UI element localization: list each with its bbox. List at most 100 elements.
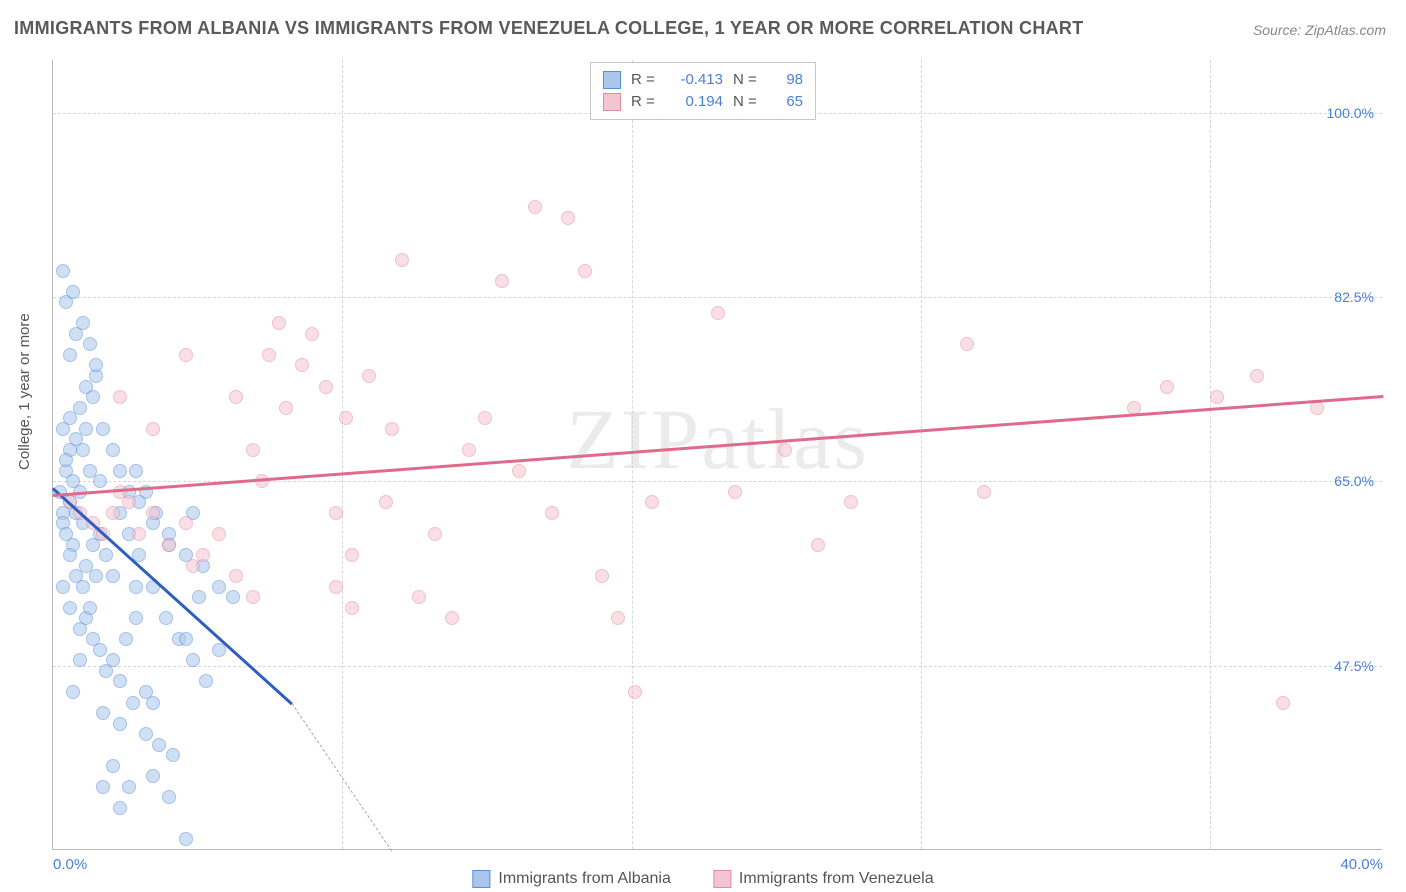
scatter-point-albania [119, 632, 133, 646]
scatter-point-venezuela [628, 685, 642, 699]
scatter-point-venezuela [844, 495, 858, 509]
scatter-point-venezuela [545, 506, 559, 520]
scatter-point-venezuela [329, 580, 343, 594]
scatter-point-albania [86, 390, 100, 404]
legend-item-venezuela: Immigrants from Venezuela [713, 870, 934, 888]
scatter-point-venezuela [246, 590, 260, 604]
legend-stat-row-venezuela: R =0.194N =65 [603, 91, 803, 113]
scatter-point-albania [179, 832, 193, 846]
scatter-point-albania [56, 580, 70, 594]
scatter-point-albania [212, 580, 226, 594]
scatter-point-venezuela [146, 422, 160, 436]
scatter-point-venezuela [977, 485, 991, 499]
scatter-point-albania [59, 453, 73, 467]
scatter-point-venezuela [345, 548, 359, 562]
legend-label: Immigrants from Venezuela [739, 870, 934, 888]
scatter-point-albania [76, 443, 90, 457]
scatter-point-venezuela [122, 495, 136, 509]
scatter-point-albania [63, 601, 77, 615]
scatter-point-venezuela [811, 538, 825, 552]
scatter-point-venezuela [711, 306, 725, 320]
chart-source: Source: ZipAtlas.com [1253, 22, 1386, 38]
chart-title: IMMIGRANTS FROM ALBANIA VS IMMIGRANTS FR… [14, 18, 1084, 39]
scatter-point-venezuela [778, 443, 792, 457]
scatter-point-venezuela [319, 380, 333, 394]
legend-swatch-venezuela [603, 93, 621, 111]
scatter-point-venezuela [272, 316, 286, 330]
scatter-point-albania [73, 622, 87, 636]
scatter-point-venezuela [578, 264, 592, 278]
n-value: 65 [769, 91, 803, 113]
scatter-point-albania [113, 464, 127, 478]
scatter-point-venezuela [262, 348, 276, 362]
gridline-v [632, 60, 633, 849]
scatter-point-albania [166, 748, 180, 762]
scatter-point-venezuela [329, 506, 343, 520]
scatter-point-venezuela [229, 390, 243, 404]
legend-swatch-albania [603, 71, 621, 89]
r-label: R = [631, 91, 657, 113]
scatter-point-albania [93, 474, 107, 488]
scatter-point-venezuela [561, 211, 575, 225]
scatter-point-venezuela [512, 464, 526, 478]
scatter-point-venezuela [478, 411, 492, 425]
legend-swatch-albania [472, 870, 490, 888]
gridline-h [53, 297, 1382, 298]
scatter-point-venezuela [645, 495, 659, 509]
scatter-point-albania [126, 696, 140, 710]
y-tick-label: 100.0% [1327, 105, 1374, 121]
gridline-v [1210, 60, 1211, 849]
scatter-point-albania [63, 548, 77, 562]
scatter-point-venezuela [428, 527, 442, 541]
scatter-point-albania [113, 717, 127, 731]
scatter-point-venezuela [229, 569, 243, 583]
scatter-point-albania [146, 769, 160, 783]
scatter-point-venezuela [179, 348, 193, 362]
scatter-point-venezuela [295, 358, 309, 372]
scatter-point-venezuela [385, 422, 399, 436]
scatter-point-albania [159, 611, 173, 625]
scatter-point-venezuela [1250, 369, 1264, 383]
scatter-point-venezuela [445, 611, 459, 625]
scatter-point-venezuela [395, 253, 409, 267]
scatter-point-albania [113, 674, 127, 688]
scatter-point-albania [89, 569, 103, 583]
y-axis-label: College, 1 year or more [16, 313, 33, 470]
scatter-point-albania [152, 738, 166, 752]
scatter-point-albania [106, 443, 120, 457]
scatter-point-albania [76, 580, 90, 594]
scatter-point-venezuela [339, 411, 353, 425]
scatter-point-albania [106, 759, 120, 773]
scatter-point-venezuela [246, 443, 260, 457]
scatter-point-albania [129, 464, 143, 478]
x-tick-label: 0.0% [53, 856, 87, 873]
scatter-point-albania [186, 653, 200, 667]
legend-series: Immigrants from AlbaniaImmigrants from V… [472, 870, 933, 888]
scatter-point-albania [66, 685, 80, 699]
r-value: 0.194 [667, 91, 723, 113]
scatter-point-venezuela [611, 611, 625, 625]
scatter-point-venezuela [305, 327, 319, 341]
scatter-point-albania [106, 569, 120, 583]
r-label: R = [631, 69, 657, 91]
scatter-point-venezuela [1210, 390, 1224, 404]
scatter-point-albania [63, 348, 77, 362]
scatter-point-albania [93, 643, 107, 657]
y-tick-label: 47.5% [1334, 658, 1374, 674]
r-value: -0.413 [667, 69, 723, 91]
scatter-point-albania [162, 790, 176, 804]
scatter-point-venezuela [132, 527, 146, 541]
scatter-point-venezuela [728, 485, 742, 499]
y-tick-label: 82.5% [1334, 289, 1374, 305]
scatter-point-albania [199, 674, 213, 688]
scatter-point-venezuela [279, 401, 293, 415]
scatter-point-albania [83, 337, 97, 351]
scatter-point-albania [73, 653, 87, 667]
scatter-point-venezuela [595, 569, 609, 583]
y-tick-label: 65.0% [1334, 473, 1374, 489]
scatter-point-venezuela [196, 548, 210, 562]
scatter-point-albania [83, 601, 97, 615]
scatter-point-venezuela [1160, 380, 1174, 394]
scatter-point-albania [56, 264, 70, 278]
scatter-point-venezuela [495, 274, 509, 288]
